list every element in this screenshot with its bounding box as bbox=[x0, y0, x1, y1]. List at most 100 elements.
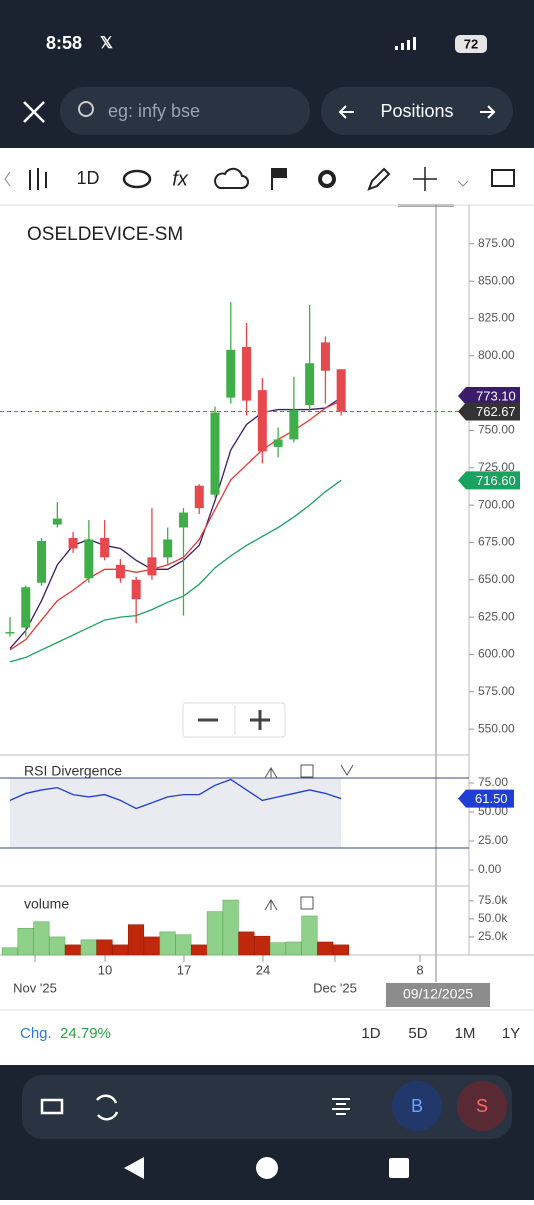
pencil-icon[interactable] bbox=[367, 167, 391, 191]
nav-back[interactable] bbox=[124, 1157, 144, 1179]
y-tick-label: 550.00 bbox=[478, 721, 515, 735]
candle-body bbox=[257, 390, 267, 452]
crosshair-icon[interactable] bbox=[413, 167, 437, 191]
volume-bar bbox=[1, 947, 18, 956]
sell-button[interactable] bbox=[457, 1081, 507, 1131]
candle-body bbox=[210, 412, 220, 495]
candle-body bbox=[178, 512, 188, 528]
rsi-tag bbox=[458, 789, 514, 808]
nav-home[interactable] bbox=[256, 1157, 278, 1179]
pane-controls[interactable] bbox=[264, 896, 314, 911]
candle-body bbox=[52, 518, 62, 525]
x-tick-label: Nov '25 bbox=[13, 980, 57, 995]
interval[interactable]: 1D bbox=[76, 168, 99, 188]
cursor-date: 09/12/2025 bbox=[403, 986, 473, 1002]
y-tick-label: 750.00 bbox=[478, 423, 515, 437]
volume-bar bbox=[17, 927, 34, 956]
range-button[interactable]: 1M bbox=[455, 1025, 476, 1042]
candle-body bbox=[273, 439, 283, 447]
dropdown[interactable] bbox=[457, 180, 469, 187]
y-tick-label: 25.00 bbox=[478, 833, 508, 847]
x-tick-label: 8 bbox=[416, 962, 423, 977]
ma-line bbox=[9, 400, 342, 651]
content bbox=[0, 148, 534, 1065]
search-box[interactable] bbox=[60, 87, 310, 135]
fx-icon[interactable]: fx bbox=[172, 168, 189, 190]
cursor-date-box bbox=[386, 983, 490, 1007]
volume-bar bbox=[96, 939, 113, 956]
y-tick-label: 75.0k bbox=[478, 893, 508, 907]
price-tag-label: 762.67 bbox=[476, 404, 516, 419]
volume-bar bbox=[301, 915, 318, 956]
sell-label: S bbox=[476, 1096, 488, 1116]
volume-bar bbox=[159, 931, 176, 956]
candle-body bbox=[242, 346, 252, 401]
symbol: OSELDEVICE-SM bbox=[27, 224, 183, 245]
volume-bar bbox=[127, 924, 145, 956]
symbol-bg bbox=[16, 218, 196, 250]
ma-line bbox=[9, 479, 342, 663]
rsi-title: RSI Divergence bbox=[24, 763, 122, 779]
buy-button[interactable] bbox=[392, 1081, 442, 1131]
volume-bar bbox=[254, 935, 271, 956]
candle-body bbox=[115, 564, 125, 579]
range-button[interactable]: 5D bbox=[408, 1025, 427, 1042]
price-tag-label: 773.10 bbox=[476, 388, 516, 403]
candle-body bbox=[100, 537, 110, 558]
range-button[interactable]: 1D bbox=[361, 1025, 380, 1042]
y-tick-label: 600.00 bbox=[478, 647, 515, 661]
scroll-left[interactable] bbox=[4, 171, 11, 187]
volume-bar bbox=[269, 942, 286, 956]
settings-icon[interactable] bbox=[318, 170, 336, 188]
y-tick-label: 25.0k bbox=[478, 929, 508, 943]
cloud-icon[interactable] bbox=[214, 167, 249, 189]
candle-body bbox=[320, 342, 330, 371]
eye-icon[interactable] bbox=[122, 169, 152, 189]
refresh-icon[interactable] bbox=[96, 1094, 119, 1121]
flag-icon[interactable] bbox=[271, 168, 287, 190]
range-button[interactable]: 1Y bbox=[502, 1025, 520, 1042]
candle-body bbox=[84, 539, 94, 579]
search-placeholder: eg: infy bse bbox=[108, 101, 200, 121]
volume-bar bbox=[332, 944, 350, 956]
volume-bar bbox=[222, 899, 239, 956]
clock: 8:58 bbox=[46, 33, 82, 53]
nav-arrows[interactable] bbox=[338, 105, 496, 119]
candle-body bbox=[336, 369, 346, 412]
x-tick-label: 24 bbox=[256, 962, 270, 977]
rsi-band bbox=[10, 778, 341, 848]
nav-pill[interactable] bbox=[321, 87, 513, 135]
y-tick-label: 75.00 bbox=[478, 775, 508, 789]
status-icons: 𝕏 bbox=[100, 35, 113, 52]
y-tick-label: 50.00 bbox=[478, 804, 508, 818]
pane-controls[interactable] bbox=[264, 764, 354, 779]
volume-bar bbox=[191, 944, 208, 956]
volume-bar bbox=[64, 944, 81, 956]
window-icon[interactable] bbox=[40, 1098, 64, 1115]
candle-body bbox=[37, 540, 47, 583]
y-tick-label: 850.00 bbox=[478, 273, 515, 287]
action-bar bbox=[22, 1075, 512, 1139]
signal bbox=[395, 37, 416, 50]
close-button[interactable] bbox=[23, 101, 45, 123]
volume-bar bbox=[33, 921, 50, 956]
volume-bar bbox=[317, 941, 334, 956]
toolbar: 1D fx bbox=[0, 167, 534, 207]
candle-body bbox=[289, 409, 299, 440]
zoom-buttons[interactable] bbox=[198, 710, 270, 730]
y-tick-label: 700.00 bbox=[478, 497, 515, 511]
align-icon[interactable] bbox=[332, 1098, 350, 1115]
volume-bar bbox=[80, 939, 97, 956]
candle-icon[interactable] bbox=[29, 168, 47, 190]
x-tick-label: 17 bbox=[177, 962, 191, 977]
volume-bar bbox=[175, 934, 192, 956]
change-label: Chg. bbox=[20, 1025, 52, 1042]
nav-recent[interactable] bbox=[389, 1158, 409, 1178]
y-tick-label: 50.0k bbox=[478, 911, 508, 925]
y-tick-label: 725.00 bbox=[478, 460, 515, 474]
note-icon[interactable] bbox=[491, 169, 515, 187]
candle-body bbox=[131, 579, 141, 600]
volume-bar bbox=[112, 944, 129, 956]
rsi-tag-label: 61.50 bbox=[475, 791, 508, 806]
